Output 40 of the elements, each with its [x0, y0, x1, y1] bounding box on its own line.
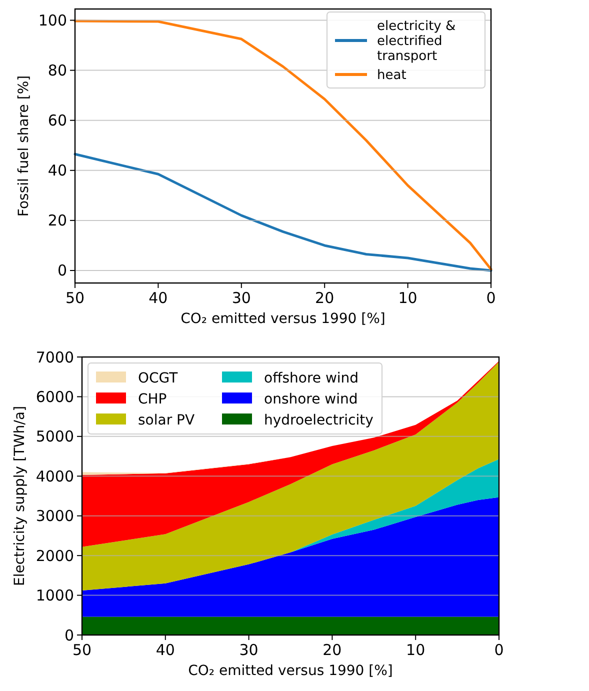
y-tick-label: 80 [48, 62, 67, 80]
legend-label: electricity & electrified transport [377, 19, 456, 64]
legend-label: CHP [138, 391, 167, 408]
legend-label: onshore wind [264, 391, 358, 408]
y-tick-label: 100 [38, 12, 67, 30]
x-tick-label: 20 [315, 289, 334, 307]
x-tick-label: 40 [156, 641, 175, 659]
x-axis-title: CO₂ emitted versus 1990 [%] [188, 663, 393, 679]
x-tick-label: 0 [486, 289, 496, 307]
legend-label: OCGT [138, 370, 178, 386]
y-tick-label: 1000 [36, 586, 74, 605]
y-tick-label: 0 [57, 262, 67, 280]
legend-label: solar PV [138, 412, 195, 428]
y-tick-label: 0 [64, 626, 74, 644]
line-series [74, 20, 492, 270]
y-tick-label: 6000 [36, 388, 74, 406]
legend-label: offshore wind [264, 370, 359, 386]
x-tick-label: 20 [322, 641, 342, 659]
y-tick-label: 7000 [36, 348, 74, 366]
y-tick-label: 40 [48, 162, 67, 180]
y-tick-label: 60 [48, 112, 67, 130]
y-tick-label: 3000 [36, 507, 74, 526]
x-tick-label: 50 [65, 289, 85, 307]
x-tick-label: 0 [494, 641, 504, 659]
x-tick-label: 30 [232, 289, 251, 307]
x-tick-label: 30 [239, 641, 258, 659]
x-tick-label: 10 [406, 641, 426, 659]
x-tick-label: 10 [398, 289, 418, 307]
x-tick-label: 40 [148, 289, 168, 307]
y-tick-label: 20 [48, 212, 67, 230]
x-tick-label: 50 [72, 641, 92, 659]
line-series [74, 152, 492, 272]
y-axis-title: Fossil fuel share [%] [16, 75, 32, 217]
y-tick-label: 2000 [36, 546, 74, 565]
y-tick-label: 4000 [36, 467, 74, 486]
x-axis-title: CO₂ emitted versus 1990 [%] [180, 311, 386, 327]
legend-label: heat [377, 68, 406, 84]
y-tick-label: 5000 [36, 428, 74, 446]
y-axis-title: Electricity supply [TWh/a] [12, 406, 28, 586]
legend-label: hydroelectricity [264, 412, 374, 428]
